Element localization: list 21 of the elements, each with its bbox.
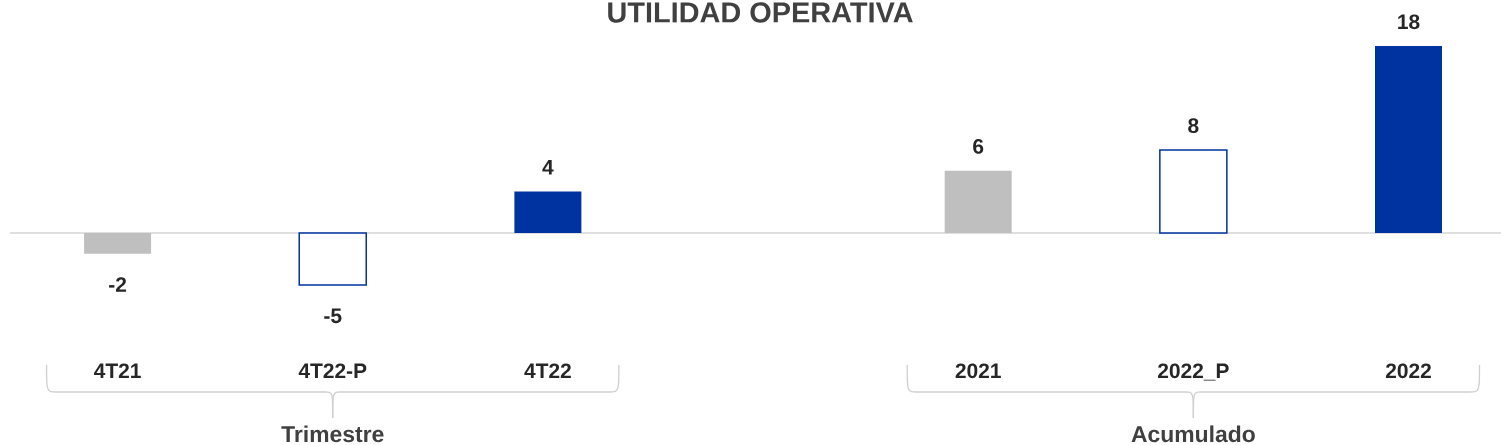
chart-title: UTILIDAD OPERATIVA bbox=[608, 2, 913, 23]
x-tick-label: 2021 bbox=[955, 363, 1001, 379]
x-tick-label: 4T21 bbox=[94, 363, 141, 378]
data-label: -5 bbox=[324, 308, 342, 324]
data-label: 18 bbox=[1398, 14, 1420, 30]
data-label: 8 bbox=[1188, 118, 1199, 134]
x-tick-label: 2022_P bbox=[1158, 363, 1229, 381]
data-label: -2 bbox=[109, 277, 127, 292]
bar bbox=[1159, 149, 1228, 234]
data-label: 4 bbox=[542, 160, 554, 175]
text: Trimestre bbox=[281, 425, 384, 443]
bar bbox=[514, 191, 582, 233]
bar bbox=[298, 232, 367, 286]
bar bbox=[944, 170, 1012, 233]
data-label: 6 bbox=[973, 139, 984, 154]
x-tick-label: 4T22-P bbox=[298, 363, 367, 378]
text: Acumulado bbox=[1131, 425, 1255, 443]
x-tick-label: 2022 bbox=[1385, 363, 1431, 379]
bar bbox=[84, 233, 152, 254]
bar bbox=[1375, 46, 1442, 233]
x-tick-label: 4T22 bbox=[524, 363, 571, 378]
